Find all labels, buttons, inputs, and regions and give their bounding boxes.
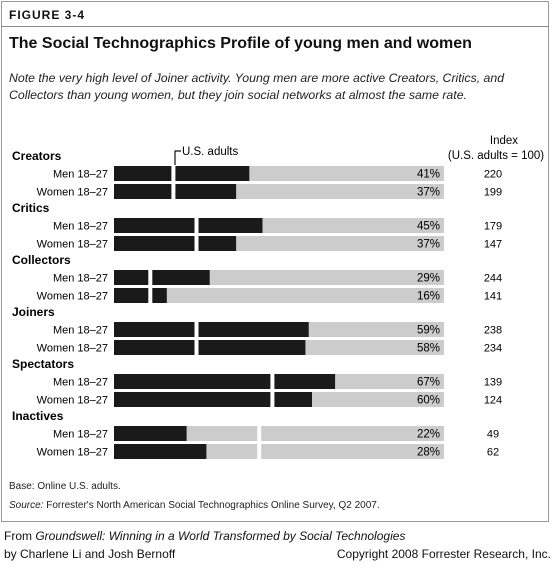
group-label: Inactives bbox=[12, 409, 64, 423]
row-label: Women 18–27 bbox=[37, 239, 108, 251]
chart-title: The Social Technographics Profile of you… bbox=[9, 35, 472, 52]
bar bbox=[114, 288, 167, 303]
row-label: Men 18–27 bbox=[53, 273, 108, 285]
row-label: Women 18–27 bbox=[37, 291, 108, 303]
bar bbox=[114, 392, 312, 407]
value-label: 67% bbox=[417, 377, 440, 389]
row-label: Women 18–27 bbox=[37, 187, 108, 199]
row-label: Men 18–27 bbox=[53, 169, 108, 181]
figure-divider bbox=[1, 26, 549, 27]
index-header-line1: Index bbox=[490, 135, 518, 147]
index-value: 199 bbox=[484, 187, 502, 199]
us-adults-marker-bracket bbox=[174, 150, 181, 165]
row-label: Men 18–27 bbox=[53, 221, 108, 233]
row-label: Women 18–27 bbox=[37, 447, 108, 459]
bar bbox=[114, 236, 237, 251]
credit-from: From bbox=[4, 529, 36, 543]
value-label: 60% bbox=[417, 395, 440, 407]
bar bbox=[114, 322, 309, 337]
index-value: 49 bbox=[487, 429, 499, 441]
index-value: 62 bbox=[487, 447, 499, 459]
index-value: 141 bbox=[484, 291, 502, 303]
source-note: Source: Forrester's North American Socia… bbox=[9, 500, 380, 511]
bar bbox=[114, 374, 336, 389]
us-adults-marker bbox=[194, 218, 199, 233]
row-label: Women 18–27 bbox=[37, 395, 108, 407]
credit-line: From Groundswell: Winning in a World Tra… bbox=[4, 529, 405, 543]
group-label: Collectors bbox=[12, 253, 71, 267]
group-label: Critics bbox=[12, 201, 50, 215]
index-value: 139 bbox=[484, 377, 502, 389]
group-label: Creators bbox=[12, 149, 62, 163]
row-label: Men 18–27 bbox=[53, 377, 108, 389]
bar bbox=[114, 270, 210, 285]
row-label: Men 18–27 bbox=[53, 325, 108, 337]
value-label: 29% bbox=[417, 273, 440, 285]
index-value: 244 bbox=[484, 273, 502, 285]
us-adults-marker bbox=[194, 322, 199, 337]
us-adults-marker bbox=[257, 426, 262, 441]
value-label: 22% bbox=[417, 429, 440, 441]
us-adults-marker bbox=[171, 166, 176, 181]
bar bbox=[114, 444, 207, 459]
value-label: 37% bbox=[417, 187, 440, 199]
bar bbox=[114, 340, 306, 355]
value-label: 41% bbox=[417, 169, 440, 181]
value-label: 28% bbox=[417, 447, 440, 459]
index-value: 220 bbox=[484, 169, 502, 181]
us-adults-marker bbox=[270, 374, 275, 389]
us-adults-marker bbox=[171, 184, 176, 199]
us-adults-marker bbox=[148, 270, 153, 285]
credit-authors: by Charlene Li and Josh Bernoff bbox=[4, 547, 176, 561]
credit-book-title: Groundswell: Winning in a World Transfor… bbox=[35, 529, 406, 543]
source-label: Source: bbox=[9, 500, 44, 511]
bar-groups: Creators Men 18–27 41% 220 Women 18–27 37% 199… bbox=[12, 149, 502, 459]
source-text: Forrester's North American Social Techno… bbox=[43, 500, 380, 511]
chart-subtitle: Note the very high level of Joiner activ… bbox=[9, 71, 505, 102]
index-header-line2: (U.S. adults = 100) bbox=[448, 150, 544, 162]
group-label: Spectators bbox=[12, 357, 74, 371]
index-value: 147 bbox=[484, 239, 502, 251]
us-adults-marker bbox=[148, 288, 153, 303]
value-label: 58% bbox=[417, 343, 440, 355]
credit-copyright: Copyright 2008 Forrester Research, Inc. bbox=[336, 547, 551, 561]
figure-frame bbox=[1, 1, 549, 522]
value-label: 16% bbox=[417, 291, 440, 303]
bar-track bbox=[114, 288, 444, 303]
base-note: Base: Online U.S. adults. bbox=[9, 481, 121, 492]
us-adults-marker bbox=[194, 236, 199, 251]
bar-track bbox=[114, 426, 444, 441]
index-value: 234 bbox=[484, 343, 502, 355]
bar bbox=[114, 426, 187, 441]
bar bbox=[114, 166, 250, 181]
index-value: 179 bbox=[484, 221, 502, 233]
bar-chart: Index (U.S. adults = 100) U.S. adults Cr… bbox=[12, 135, 544, 459]
figure-label: FIGURE 3-4 bbox=[9, 8, 86, 22]
bar bbox=[114, 218, 263, 233]
us-adults-marker bbox=[257, 444, 262, 459]
group-label: Joiners bbox=[12, 305, 55, 319]
value-label: 37% bbox=[417, 239, 440, 251]
row-label: Men 18–27 bbox=[53, 429, 108, 441]
value-label: 59% bbox=[417, 325, 440, 337]
index-value: 238 bbox=[484, 325, 502, 337]
index-value: 124 bbox=[484, 395, 502, 407]
us-adults-marker bbox=[270, 392, 275, 407]
value-label: 45% bbox=[417, 221, 440, 233]
us-adults-marker-label: U.S. adults bbox=[182, 146, 238, 158]
us-adults-marker bbox=[194, 340, 199, 355]
row-label: Women 18–27 bbox=[37, 343, 108, 355]
